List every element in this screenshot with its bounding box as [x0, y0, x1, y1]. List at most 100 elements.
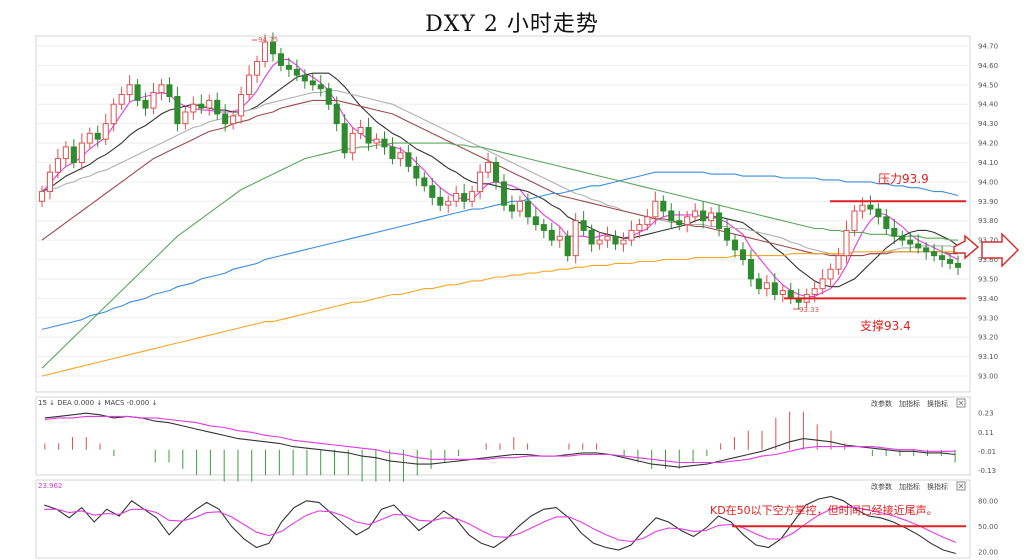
y-tick-label: 93.90: [978, 198, 998, 206]
candle-body: [548, 229, 555, 241]
candle-body: [731, 239, 739, 251]
candle-body: [301, 74, 308, 82]
candle-body: [285, 64, 292, 70]
candle-body: [469, 191, 476, 202]
panel-control-button[interactable]: 改参数: [871, 482, 892, 491]
candle-body: [516, 200, 523, 212]
candle-body: [453, 193, 460, 202]
candle-body: [413, 165, 420, 179]
candle-body: [477, 171, 484, 193]
y-tick-label: 93.70: [978, 237, 998, 245]
candle-body: [261, 41, 269, 63]
candle-body: [102, 123, 109, 140]
candle-body: [357, 127, 364, 134]
y-tick-label: 94.10: [978, 159, 998, 167]
macd-tick-label: 0.23: [978, 410, 994, 418]
candle-body: [899, 235, 906, 241]
candle-body: [532, 216, 539, 226]
candle-body: [158, 84, 165, 94]
y-tick-label: 93.40: [978, 295, 998, 303]
macd-tick-label: 0.11: [978, 429, 994, 437]
panel-control-button[interactable]: 换指标: [927, 482, 948, 491]
candle-body: [214, 99, 221, 115]
close-icon-stroke: [958, 400, 964, 406]
candle-body: [771, 282, 778, 295]
candle-body: [596, 239, 603, 245]
candle-body: [190, 103, 197, 113]
candle-body: [182, 111, 189, 125]
candle-body: [230, 115, 237, 125]
y-tick-label: 94.30: [978, 120, 998, 128]
candle-body: [763, 282, 770, 290]
candle-body: [739, 249, 746, 261]
candle-body: [604, 235, 611, 241]
candle-body: [716, 212, 723, 229]
panel-control-button[interactable]: 加指标: [899, 482, 920, 491]
candle-body: [954, 262, 962, 268]
candle-body: [692, 210, 699, 218]
high-marker-label: 94.75: [258, 36, 278, 44]
ma-line-ma60: [41, 142, 958, 369]
candle-body: [174, 95, 181, 125]
candle-body: [540, 224, 547, 231]
candle-body: [819, 278, 826, 290]
candle-body: [86, 132, 93, 144]
candle-body: [588, 229, 595, 245]
candle-body: [341, 123, 348, 154]
panel-control-button[interactable]: 换指标: [927, 399, 948, 408]
candle-body: [118, 94, 125, 105]
kd-controls: 改参数 加指标 换指标: [871, 481, 966, 491]
y-tick-label: 93.60: [978, 256, 998, 264]
candle-body: [851, 210, 858, 231]
candle-body: [508, 204, 515, 212]
kd-header: 23.962: [38, 482, 63, 490]
y-tick-label: 94.00: [978, 178, 998, 186]
candle-body: [580, 220, 587, 231]
candle-body: [556, 235, 563, 241]
candle-body: [652, 200, 659, 218]
candle-body: [365, 127, 372, 144]
candle-body: [309, 80, 316, 86]
candle-body: [875, 208, 882, 218]
candle-body: [883, 216, 890, 229]
candle-body: [38, 191, 46, 202]
support-resistance-lines: [784, 200, 966, 300]
candle-body: [142, 99, 149, 109]
candle-body: [110, 103, 117, 125]
y-tick-label: 93.20: [978, 334, 998, 342]
panel-control-button[interactable]: 加指标: [899, 399, 920, 408]
candle-body: [70, 146, 77, 163]
y-tick-label: 94.60: [978, 62, 998, 70]
candle-body: [325, 88, 332, 105]
macd-controls: 改参数 加指标 换指标: [871, 398, 966, 408]
y-tick-label: 93.30: [978, 314, 998, 322]
candle-body: [445, 200, 452, 206]
price-y-axis: 94.70 94.60 94.50 94.40 94.30 94.20 94.10 94.00…: [978, 43, 998, 381]
candlestick-series: [38, 32, 962, 310]
candle-body: [485, 161, 492, 173]
panel-control-button[interactable]: 改参数: [871, 399, 892, 408]
candle-body: [931, 251, 938, 257]
candle-body: [166, 84, 173, 97]
kd-annotation: KD在50以下空方掌控，但时间已经接近尾声。: [710, 503, 938, 517]
close-icon-stroke: [958, 483, 964, 489]
y-tick-label: 94.40: [978, 101, 998, 109]
candle-body: [572, 220, 579, 257]
candle-body: [755, 278, 762, 290]
candle-body: [126, 84, 133, 96]
candle-body: [684, 216, 691, 226]
candle-body: [907, 239, 914, 245]
y-tick-label: 93.50: [978, 275, 998, 283]
candle-body: [923, 247, 930, 253]
direction-arrow-icon[interactable]: [953, 232, 1020, 268]
candle-body: [524, 200, 531, 218]
macd-y-axis: 0.23 0.11 -0.01 -0.13: [978, 410, 996, 475]
macd-header: 15 ↓ DEA 0.000 ↓ MACS -0.000 ↓: [38, 399, 157, 407]
candle-body: [891, 227, 898, 237]
candle-body: [700, 210, 707, 222]
macd-dea-line: [44, 415, 956, 464]
candle-body: [564, 235, 571, 257]
y-tick-label: 94.70: [978, 43, 998, 51]
candle-body: [405, 152, 412, 167]
resistance-label: 压力93.9: [878, 172, 929, 186]
